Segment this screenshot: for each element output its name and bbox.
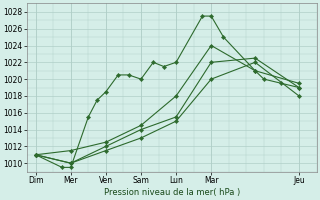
X-axis label: Pression niveau de la mer( hPa ): Pression niveau de la mer( hPa ) <box>104 188 240 197</box>
